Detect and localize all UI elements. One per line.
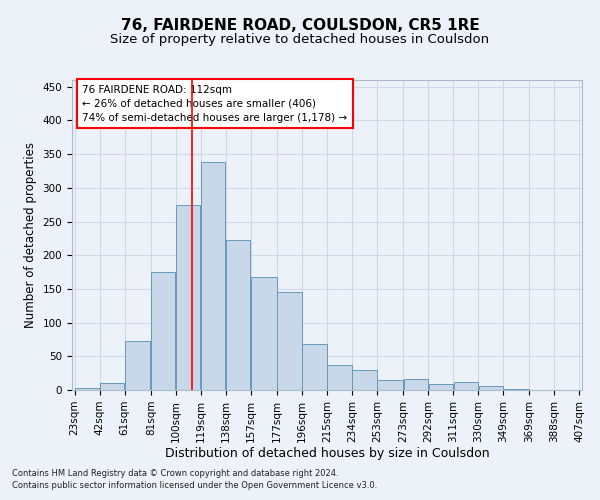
Bar <box>377 380 403 390</box>
Bar <box>151 272 175 390</box>
Bar <box>277 292 302 390</box>
Bar <box>201 162 226 390</box>
Bar <box>100 382 124 390</box>
Bar <box>328 365 352 390</box>
Text: Contains public sector information licensed under the Open Government Licence v3: Contains public sector information licen… <box>12 481 377 490</box>
Bar <box>226 240 250 390</box>
Bar <box>479 386 503 390</box>
Text: Contains HM Land Registry data © Crown copyright and database right 2024.: Contains HM Land Registry data © Crown c… <box>12 468 338 477</box>
Bar <box>125 342 151 390</box>
Text: Size of property relative to detached houses in Coulsdon: Size of property relative to detached ho… <box>110 32 490 46</box>
Bar <box>176 204 200 390</box>
Text: 76, FAIRDENE ROAD, COULSDON, CR5 1RE: 76, FAIRDENE ROAD, COULSDON, CR5 1RE <box>121 18 479 32</box>
Bar <box>428 384 453 390</box>
X-axis label: Distribution of detached houses by size in Coulsdon: Distribution of detached houses by size … <box>164 448 490 460</box>
Text: 76 FAIRDENE ROAD: 112sqm
← 26% of detached houses are smaller (406)
74% of semi-: 76 FAIRDENE ROAD: 112sqm ← 26% of detach… <box>82 84 347 122</box>
Bar <box>404 379 428 390</box>
Bar <box>454 382 478 390</box>
Bar <box>75 388 99 390</box>
Bar <box>302 344 326 390</box>
Bar <box>352 370 377 390</box>
Bar <box>251 278 277 390</box>
Y-axis label: Number of detached properties: Number of detached properties <box>24 142 37 328</box>
